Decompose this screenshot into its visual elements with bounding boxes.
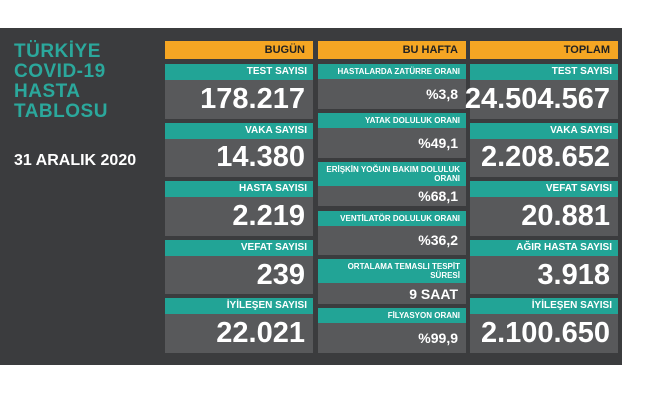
- panel: 31 ARALIK 2020 TÜRKİYE COVID-19 HASTA TABLO…: [0, 28, 622, 365]
- stat-label: VAKA SAYISI: [470, 122, 618, 139]
- stat-value: 2.208.652: [480, 141, 610, 174]
- stat-cell: VAKA SAYISI 2.208.652: [470, 122, 618, 178]
- stat-label: HASTALARDA ZATÜRRE ORANI: [318, 64, 466, 79]
- stat-label: ORTALAMA TEMASLI TESPİT SÜRESİ: [318, 259, 466, 284]
- stat-value: 2.219: [232, 199, 305, 232]
- stat-value: %99,9: [418, 330, 458, 347]
- stat-cell: VENTİLATÖR DOLULUK ORANI %36,2: [318, 210, 466, 256]
- stat-cell: YATAK DOLULUK ORANI %49,1: [318, 112, 466, 158]
- stat-value: %36,2: [418, 232, 458, 249]
- column: TOPLAM TEST SAYISI 24.504.567 VAKA SAYISI 2.…: [465, 41, 618, 353]
- stat-cell: ERİŞKİN YOĞUN BAKIM DOLULUK ORANI %68,1: [318, 161, 466, 207]
- stat-value: 178.217: [200, 82, 305, 115]
- stat-value: %3,8: [426, 85, 458, 102]
- stat-value: 2.100.650: [480, 317, 610, 350]
- stat-label: VEFAT SAYISI: [470, 181, 618, 198]
- title-line: HASTA: [14, 81, 81, 102]
- title-line: TÜRKİYE: [14, 41, 101, 62]
- stat-value: 24.504.567: [464, 82, 610, 115]
- stat-label: YATAK DOLULUK ORANI: [318, 112, 466, 128]
- stat-label: FİLYASYON ORANI: [318, 308, 466, 324]
- column: BU HAFTA HASTALARDA ZATÜRRE ORANI %3,8 YATA…: [318, 41, 466, 353]
- date: 31 ARALIK 2020: [14, 152, 137, 169]
- stat-value: 239: [256, 258, 305, 291]
- title-line: COVID-19: [14, 61, 106, 82]
- stat-value: 3.918: [537, 258, 610, 291]
- stat-value: 9 SAAT: [409, 285, 458, 302]
- stat-label: HASTA SAYISI: [165, 181, 313, 198]
- stat-cell: ORTALAMA TEMASLI TESPİT SÜRESİ 9 SAAT: [318, 259, 466, 305]
- column-header: BUGÜN: [165, 41, 313, 59]
- column: BUGÜN TEST SAYISI 178.217 VAKA SAYISI 14.380…: [165, 41, 313, 353]
- stat-cell: HASTALARDA ZATÜRRE ORANI %3,8: [318, 64, 466, 109]
- stat-value: %68,1: [418, 188, 458, 205]
- title-line: TABLOSU: [14, 101, 108, 122]
- stat-cell: VEFAT SAYISI 239: [165, 239, 313, 295]
- stat-label: AĞIR HASTA SAYISI: [470, 239, 618, 256]
- stat-cell: FİLYASYON ORANI %99,9: [318, 308, 466, 353]
- stat-cell: HASTA SAYISI 2.219: [165, 181, 313, 236]
- stat-cell: VAKA SAYISI 14.380: [165, 122, 313, 178]
- stat-cell: AĞIR HASTA SAYISI 3.918: [470, 239, 618, 295]
- stat-label: ERİŞKİN YOĞUN BAKIM DOLULUK ORANI: [318, 161, 466, 186]
- stat-value: 14.380: [216, 141, 305, 174]
- stat-label: VAKA SAYISI: [165, 122, 313, 139]
- stat-value: 22.021: [216, 317, 305, 350]
- stat-cell: VEFAT SAYISI 20.881: [470, 181, 618, 236]
- stat-value: 20.881: [521, 199, 610, 232]
- stat-cell: TEST SAYISI 24.504.567: [464, 64, 618, 119]
- column-header: TOPLAM: [470, 41, 618, 59]
- stat-label: VEFAT SAYISI: [165, 239, 313, 256]
- stat-label: İYİLEŞEN SAYISI: [470, 298, 618, 315]
- stat-label: VENTİLATÖR DOLULUK ORANI: [318, 210, 466, 226]
- stat-cell: İYİLEŞEN SAYISI 2.100.650: [470, 298, 618, 353]
- stat-cell: İYİLEŞEN SAYISI 22.021: [165, 298, 313, 353]
- stat-cell: TEST SAYISI 178.217: [165, 64, 313, 119]
- stat-label: İYİLEŞEN SAYISI: [165, 298, 313, 315]
- column-header: BU HAFTA: [318, 41, 466, 59]
- stat-label: TEST SAYISI: [470, 64, 618, 80]
- stat-value: %49,1: [418, 134, 458, 151]
- stat-label: TEST SAYISI: [165, 64, 313, 80]
